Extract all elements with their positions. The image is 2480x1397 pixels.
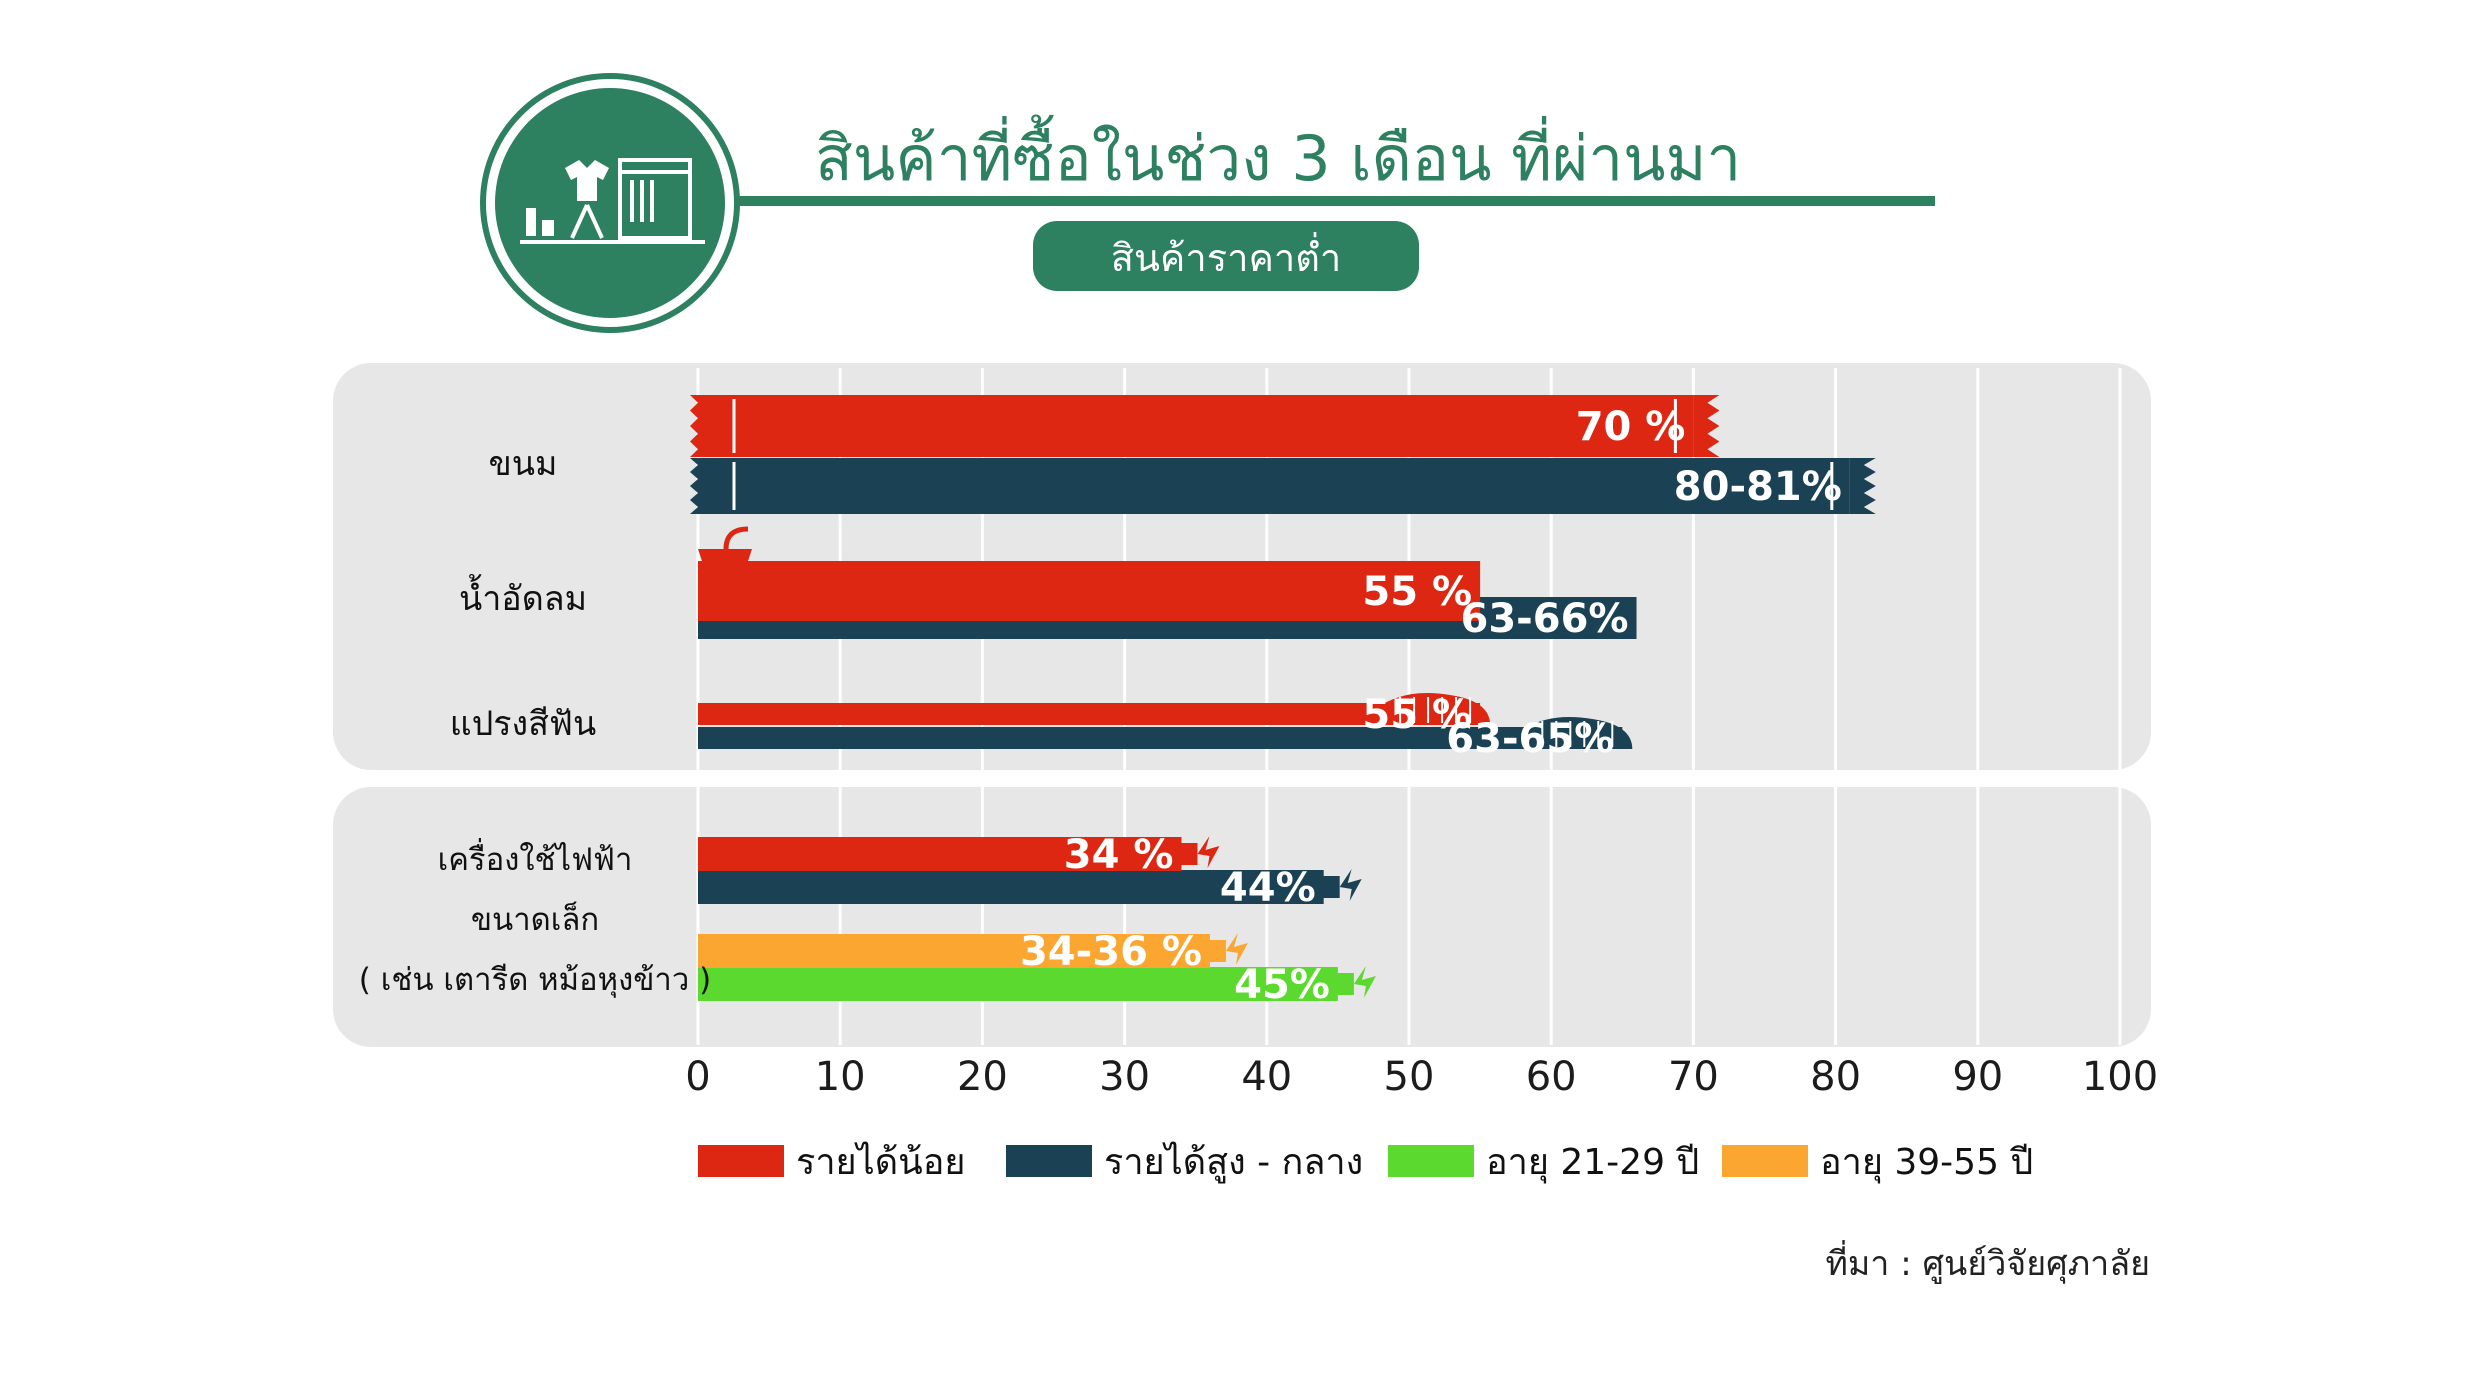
bar	[698, 967, 1338, 1001]
category-label: ( เช่น เตารีด หม้อหุงข้าว )	[359, 962, 711, 999]
x-tick-label: 10	[815, 1054, 866, 1100]
subtitle-pill	[1033, 221, 1419, 291]
header: สินค้าที่ซื้อในช่วง 3 เดือน ที่ผ่านมา สิ…	[480, 73, 1935, 333]
data-label: 34-36 %	[1020, 929, 1202, 975]
x-tick-label: 40	[1241, 1054, 1292, 1100]
legend-swatch	[1006, 1145, 1092, 1177]
spark	[1225, 933, 1248, 965]
data-label: 70 %	[1576, 404, 1686, 450]
x-axis-ticks: 0 10 20 30 40 50 60 70 80 90 100	[685, 1054, 2158, 1100]
bar	[698, 395, 1694, 457]
data-label: 63-65%	[1446, 716, 1614, 762]
plug-prong	[1331, 973, 1354, 995]
bar	[698, 458, 1850, 514]
x-tick-label: 60	[1526, 1054, 1577, 1100]
data-label: 55 %	[1362, 692, 1472, 738]
legend-label: อายุ 21-29 ปี	[1486, 1142, 1699, 1184]
spark	[1339, 869, 1362, 901]
plug-prong	[1317, 876, 1340, 898]
legend-label: รายได้น้อย	[796, 1141, 965, 1183]
category-label: เครื่องใช้ไฟฟ้า	[438, 838, 633, 878]
bar-decorations	[690, 395, 1876, 998]
legend-label: รายได้สูง - กลาง	[1104, 1141, 1363, 1184]
wrapper-crimp	[1849, 458, 1876, 514]
x-tick-label: 50	[1384, 1054, 1435, 1100]
legend-swatch	[698, 1145, 784, 1177]
toothbrush-head	[1502, 717, 1633, 749]
x-tick-label: 30	[1099, 1054, 1150, 1100]
bar	[698, 934, 1210, 968]
bar	[698, 727, 1623, 749]
clothing-store-icon	[520, 158, 705, 244]
data-label: 45%	[1234, 962, 1330, 1008]
data-label: 80-81%	[1674, 464, 1842, 510]
category-labels: ขนมน้ำอัดลมแปรงสีฟันเครื่องใช้ไฟฟ้าขนาดเ…	[359, 444, 711, 999]
plug-prong	[1203, 940, 1226, 962]
panel-bottom	[333, 787, 2151, 1047]
spark	[1197, 836, 1220, 868]
wrapper-crimp	[690, 458, 698, 514]
data-label: 63-66%	[1461, 596, 1629, 642]
data-label: 55 %	[1362, 569, 1472, 615]
source-note: ที่มา : ศูนย์วิจัยศุภาลัย	[1825, 1240, 2150, 1284]
x-tick-label: 80	[1810, 1054, 1861, 1100]
wrapper-crimp	[690, 395, 698, 457]
x-tick-label: 0	[685, 1054, 710, 1100]
data-labels: 80-81%70 %63-66%55 %63-65%55 %44%34 %45%…	[1020, 404, 1842, 1008]
page-title: สินค้าที่ซื้อในช่วง 3 เดือน ที่ผ่านมา	[815, 114, 1741, 195]
legend-swatch	[1388, 1145, 1474, 1177]
straw	[723, 526, 749, 550]
category-label: ขนาดเล็ก	[471, 901, 599, 938]
bar	[698, 837, 1182, 871]
legend-swatch	[1722, 1145, 1808, 1177]
category-label: น้ำอัดลม	[459, 574, 587, 619]
header-badge-fill	[495, 88, 725, 318]
cup-lid	[698, 549, 752, 561]
x-tick-label: 100	[2082, 1054, 2158, 1100]
x-tick-label: 20	[957, 1054, 1008, 1100]
bars	[698, 395, 1850, 1001]
legend: รายได้น้อย รายได้สูง - กลาง อายุ 21-29 ปี อ…	[698, 1141, 2033, 1184]
toothbrush-head	[1360, 693, 1491, 725]
bar	[698, 561, 1481, 621]
wrapper-crimp	[1693, 395, 1720, 457]
bar	[698, 703, 1481, 725]
plug-prong	[1175, 843, 1198, 865]
spark	[1353, 966, 1376, 998]
category-label: แปรงสีฟัน	[450, 704, 596, 744]
category-label: ขนม	[489, 444, 558, 484]
x-tick-label: 70	[1668, 1054, 1719, 1100]
data-label: 44%	[1220, 865, 1316, 911]
legend-label: อายุ 39-55 ปี	[1820, 1142, 2033, 1184]
bar	[698, 870, 1324, 904]
data-label: 34 %	[1064, 832, 1174, 878]
x-tick-label: 90	[1952, 1054, 2003, 1100]
page-subtitle: สินค้าราคาต่ำ	[1111, 232, 1341, 280]
